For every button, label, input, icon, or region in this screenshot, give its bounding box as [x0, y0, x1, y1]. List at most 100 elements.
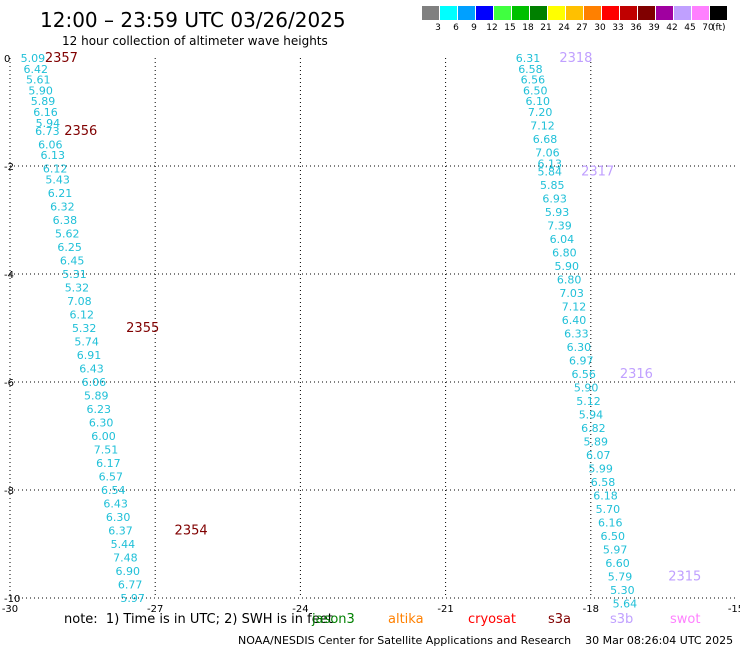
wave-height-value: 6.90: [116, 565, 140, 578]
wave-height-value: 6.16: [598, 516, 623, 529]
wave-height-value: 5.12: [576, 395, 601, 408]
wave-height-value: 6.80: [557, 273, 582, 286]
wave-height-value: 6.12: [70, 309, 95, 322]
wave-height-value: 5.74: [74, 336, 99, 349]
wave-height-value: 6.58: [518, 63, 543, 76]
wave-height-value: 7.12: [562, 300, 587, 313]
wave-height-value: 6.12: [43, 163, 68, 176]
wave-height-value: 6.42: [24, 63, 49, 76]
wave-height-value: 5.79: [608, 570, 633, 583]
wave-height-value: 7.51: [94, 444, 119, 457]
legend-swatch: [440, 6, 457, 20]
wave-height-value: 5.70: [596, 503, 621, 516]
wave-height-value: 5.89: [31, 95, 56, 108]
track-time-label: 2316: [620, 367, 653, 382]
y-tick-label: -6: [4, 378, 14, 389]
track-time-label: 2357: [45, 51, 78, 66]
satellite-label-cryosat: cryosat: [468, 612, 516, 627]
wave-height-value: 6.45: [60, 255, 85, 268]
legend-swatch: [656, 6, 673, 20]
legend-swatch: [692, 6, 709, 20]
wave-height-value: 5.61: [26, 74, 51, 87]
legend-label: 15: [504, 23, 516, 33]
wave-height-value: 6.43: [103, 498, 128, 511]
track-time-label: 2355: [126, 321, 159, 336]
legend-label: 36: [630, 23, 642, 33]
wave-height-value: 7.08: [67, 295, 92, 308]
wave-height-value: 6.91: [77, 349, 102, 362]
track-time-label: 2315: [668, 569, 701, 584]
x-tick-label: -30: [2, 604, 18, 615]
wave-height-value: 5.90: [574, 381, 599, 394]
wave-height-value: 5.90: [28, 84, 52, 97]
legend-swatch: [620, 6, 637, 20]
wave-height-value: 6.54: [101, 484, 126, 497]
legend-swatch: [710, 6, 727, 20]
map-title: 12:00 – 23:59 UTC 03/26/2025: [40, 8, 346, 32]
wave-height-value: 6.50: [600, 530, 625, 543]
wave-height-value: 5.89: [84, 390, 109, 403]
legend-label: 45: [684, 23, 696, 33]
wave-height-value: 6.07: [586, 449, 611, 462]
wave-height-value: 5.94: [36, 117, 61, 130]
wave-height-value: 5.44: [111, 538, 136, 551]
legend-swatch: [548, 6, 565, 20]
wave-height-value: 6.04: [550, 233, 575, 246]
wave-height-value: 6.56: [521, 74, 546, 87]
footer-note: note: 1) Time is in UTC; 2) SWH is in fe…: [64, 612, 333, 627]
wave-height-value: 6.97: [569, 354, 594, 367]
track-time-label: 2317: [581, 164, 614, 179]
wave-height-value: 5.89: [584, 435, 609, 448]
wave-height-value: 6.10: [525, 95, 550, 108]
track-time-label: 2354: [175, 524, 208, 539]
legend-swatch: [530, 6, 547, 20]
wave-height-value: 6.37: [108, 525, 133, 538]
wave-height-value: 6.43: [79, 363, 104, 376]
wave-height-value: 5.30: [610, 584, 635, 597]
footer-credit: NOAA/NESDIS Center for Satellite Applica…: [238, 634, 734, 647]
wave-height-value: 6.06: [82, 376, 107, 389]
legend-swatch: [494, 6, 511, 20]
legend-label: 70: [702, 23, 714, 33]
wave-height-value: 5.32: [72, 322, 97, 335]
legend-label: 21: [540, 23, 552, 33]
legend-swatch: [602, 6, 619, 20]
x-tick-label: -21: [437, 604, 453, 615]
wave-height-value: 5.97: [120, 592, 144, 605]
wave-height-value: 5.85: [540, 179, 565, 192]
wave-height-value: 6.73: [35, 125, 60, 138]
wave-height-value: 6.16: [33, 106, 58, 119]
track-time-label: 2356: [64, 124, 97, 139]
legend-swatch: [566, 6, 583, 20]
wave-height-value: 5.99: [588, 462, 613, 475]
legend-label: 27: [576, 23, 588, 33]
wave-height-value: 7.48: [113, 552, 138, 565]
legend-label: 9: [471, 23, 477, 33]
wave-height-value: 6.68: [533, 133, 558, 146]
wave-height-value: 6.50: [523, 84, 548, 97]
map-subtitle: 12 hour collection of altimeter wave hei…: [62, 34, 328, 48]
legend-label: 39: [648, 23, 660, 33]
wave-height-value: 6.80: [552, 246, 577, 259]
wave-height-value: 6.56: [571, 368, 596, 381]
wave-height-value: 6.33: [564, 327, 589, 340]
satellite-label-altika: altika: [388, 612, 424, 627]
wave-height-value: 5.90: [555, 260, 580, 273]
wave-height-value: 5.43: [45, 174, 70, 187]
y-tick-label: -2: [4, 162, 14, 173]
wave-height-value: 6.58: [591, 476, 616, 489]
legend-label: 6: [453, 23, 459, 33]
legend-swatch: [422, 6, 439, 20]
x-tick-label: -15: [728, 604, 740, 615]
wave-height-value: 6.17: [96, 457, 121, 470]
wave-height-value: 6.40: [562, 314, 587, 327]
wave-height-value: 6.82: [581, 422, 606, 435]
satellite-label-s3a: s3a: [548, 612, 572, 627]
wave-height-value: 7.39: [547, 219, 572, 232]
legend-swatch: [638, 6, 655, 20]
wave-height-value: 7.12: [530, 120, 555, 133]
wave-height-value: 5.97: [603, 543, 628, 556]
y-tick-label: -10: [4, 594, 20, 605]
color-legend: 3 6 9 12 15 18 21 24 27 30 33 36 39 42 45 70 (ft): [422, 6, 728, 36]
